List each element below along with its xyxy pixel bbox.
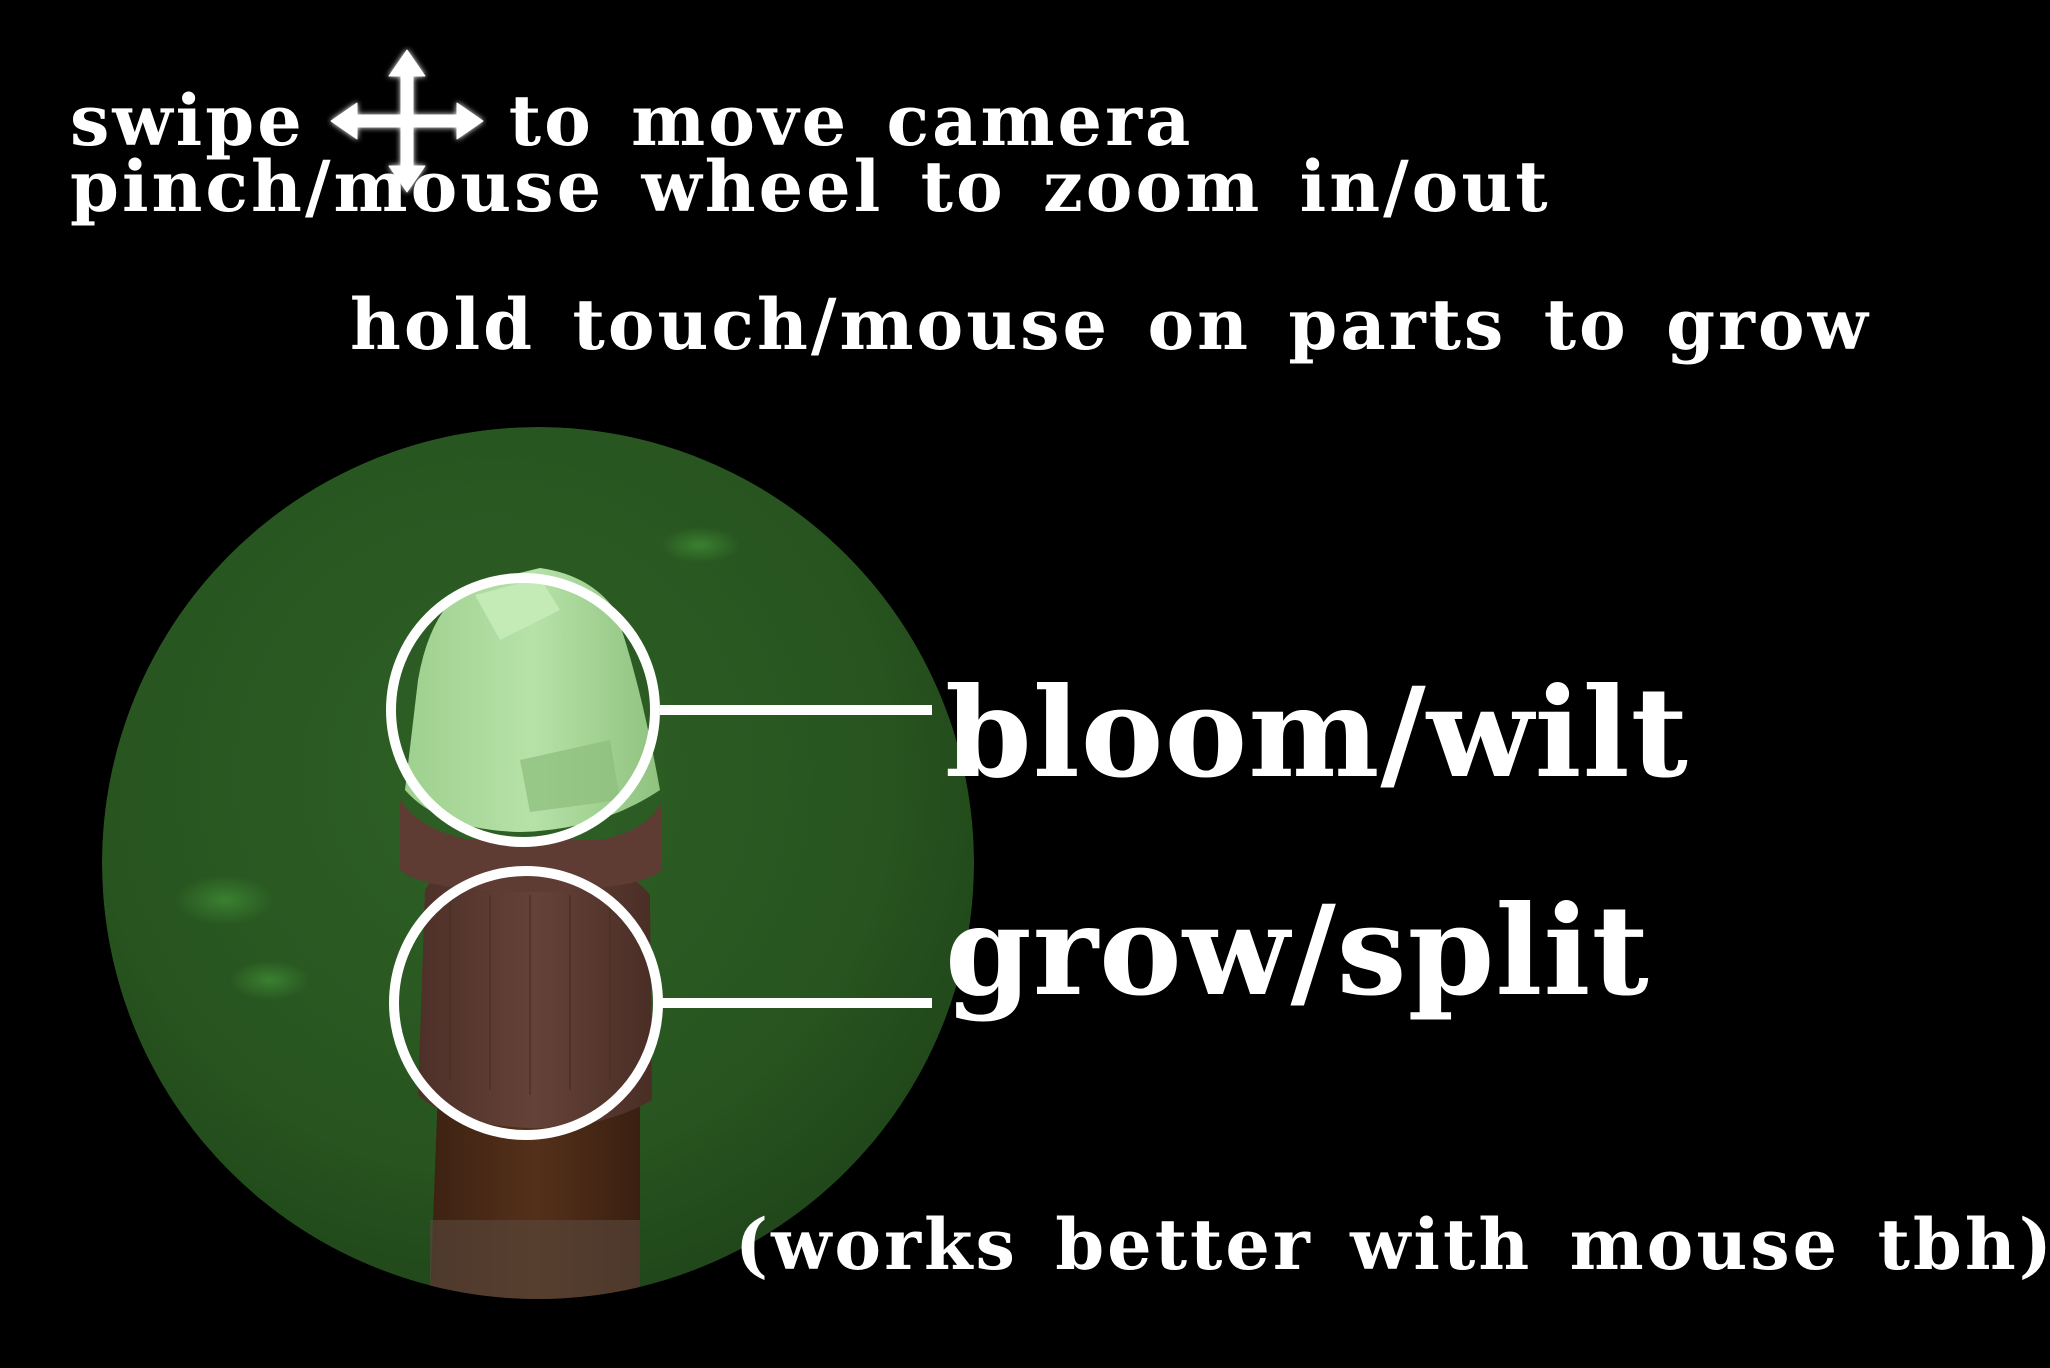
mouse-note: (works better with mouse tbh) — [735, 1203, 2050, 1286]
plant-bud[interactable] — [405, 568, 660, 832]
plant-trunk — [430, 1090, 640, 1299]
four-way-arrows-icon — [330, 49, 484, 193]
bloom-part-ring[interactable] — [386, 573, 660, 847]
grass-highlight — [660, 527, 740, 563]
plant-stem-segment[interactable] — [400, 800, 662, 1129]
zoom-instruction: pinch/mouse wheel to zoom in/out — [70, 145, 1551, 228]
move-camera-text: to move camera — [508, 79, 1194, 162]
swipe-instruction: swipe to move camera — [70, 46, 1193, 196]
grass-highlight — [175, 875, 275, 925]
grow-instruction: hold touch/mouse on parts to grow — [350, 283, 1871, 366]
bloom-wilt-label: bloom/wilt — [945, 661, 1689, 806]
grass-highlight — [230, 960, 310, 1000]
grow-part-ring[interactable] — [389, 866, 663, 1140]
grow-split-label: grow/split — [945, 879, 1650, 1024]
swipe-word: swipe — [70, 79, 305, 162]
